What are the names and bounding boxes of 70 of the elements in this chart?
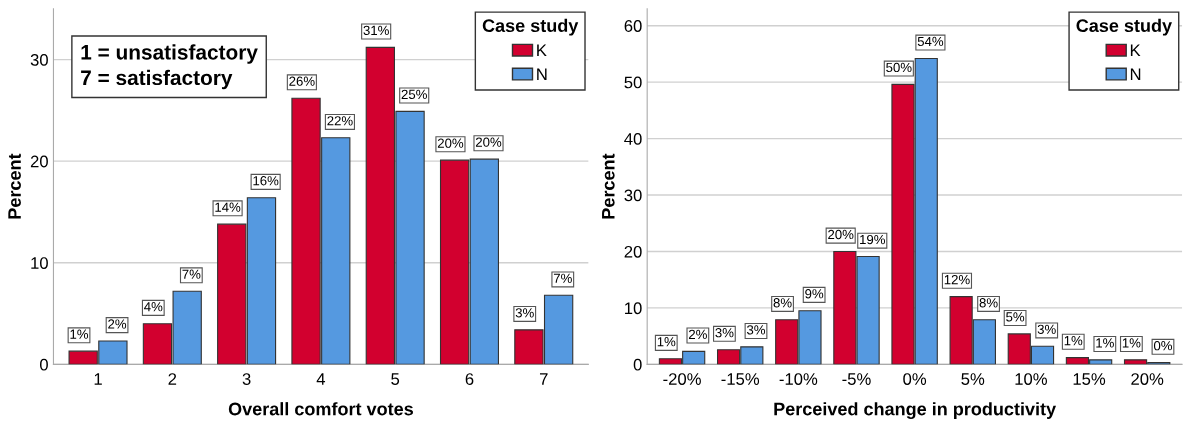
- x-tick-label: 3: [242, 373, 251, 385]
- data-label: 31%: [363, 25, 389, 36]
- data-label: 9%: [805, 289, 824, 299]
- x-tick-label: 7: [539, 373, 548, 385]
- data-label: 50%: [886, 62, 912, 73]
- data-label: 20%: [828, 229, 854, 240]
- x-axis-title: Overall comfort votes: [228, 402, 413, 416]
- data-label: 2%: [108, 319, 127, 329]
- y-tick-label: 20: [30, 155, 48, 168]
- x-tick-label: 4: [316, 373, 326, 385]
- data-label: 3%: [715, 328, 734, 338]
- data-label: 25%: [401, 89, 427, 100]
- y-tick-label: 20: [624, 245, 642, 258]
- data-label: 26%: [289, 76, 315, 86]
- legend-title: Case study: [482, 18, 579, 36]
- x-tick-label: 15%: [1073, 373, 1106, 385]
- data-label: 1%: [657, 337, 676, 347]
- y-tick-label: 40: [624, 133, 642, 145]
- data-label: 8%: [979, 298, 998, 308]
- x-tick-label: 10%: [1015, 373, 1047, 385]
- data-label: 1%: [1096, 338, 1114, 348]
- data-label: 1%: [70, 329, 89, 339]
- x-axis-title: Perceived change in productivity: [774, 402, 1057, 420]
- legend-label: N: [1130, 68, 1141, 80]
- data-label: 54%: [917, 36, 944, 47]
- data-label: 7%: [553, 273, 572, 283]
- y-tick-label: 0: [39, 358, 48, 371]
- y-tick-label: 10: [625, 302, 642, 315]
- x-tick-label: 6: [465, 373, 474, 385]
- x-tick-label: -20%: [663, 373, 701, 385]
- x-tick-label: 1: [94, 373, 102, 385]
- data-label: 4%: [144, 302, 163, 312]
- x-tick-label: -15%: [721, 373, 760, 385]
- x-tick-label: -5%: [842, 373, 871, 385]
- y-tick-label: 60: [624, 20, 642, 32]
- y-tick-label: 0: [633, 358, 642, 371]
- data-label: 14%: [215, 202, 241, 212]
- legend-label: K: [537, 44, 547, 57]
- legend-title: Case study: [1076, 18, 1172, 36]
- data-label: 12%: [944, 274, 970, 285]
- data-label: 20%: [475, 137, 502, 147]
- data-label: 3%: [746, 325, 766, 335]
- data-label: 2%: [688, 329, 707, 340]
- x-tick-label: 2: [168, 373, 177, 385]
- data-label: 8%: [773, 298, 792, 308]
- data-label: 7%: [182, 269, 201, 279]
- data-label: 1%: [1064, 335, 1083, 346]
- x-tick-label: 0%: [903, 373, 927, 385]
- data-label: 19%: [860, 234, 886, 245]
- x-tick-label: 20%: [1131, 373, 1164, 385]
- y-axis-title: Percent: [8, 153, 21, 219]
- data-label: 3%: [1037, 324, 1056, 334]
- x-tick-label: 5: [391, 373, 400, 385]
- y-tick-label: 50: [624, 76, 642, 89]
- data-label: 20%: [437, 138, 464, 148]
- legend-label: N: [537, 68, 547, 80]
- data-label: 22%: [327, 116, 353, 126]
- legend-label: K: [1130, 44, 1141, 57]
- annotation: 1 = unsatisfactory 7 = satisfactory: [81, 44, 258, 90]
- x-tick-label: 5%: [961, 373, 985, 385]
- data-label: 0%: [1153, 341, 1173, 351]
- data-label: 3%: [515, 308, 534, 318]
- data-label: 1%: [1122, 338, 1141, 348]
- x-tick-label: -10%: [779, 373, 818, 385]
- data-label: 16%: [253, 176, 279, 186]
- y-tick-label: 30: [30, 53, 48, 66]
- y-axis-title: Percent: [602, 153, 615, 219]
- y-tick-label: 30: [624, 189, 642, 202]
- data-label: 5%: [1006, 312, 1025, 322]
- y-tick-label: 10: [31, 257, 48, 269]
